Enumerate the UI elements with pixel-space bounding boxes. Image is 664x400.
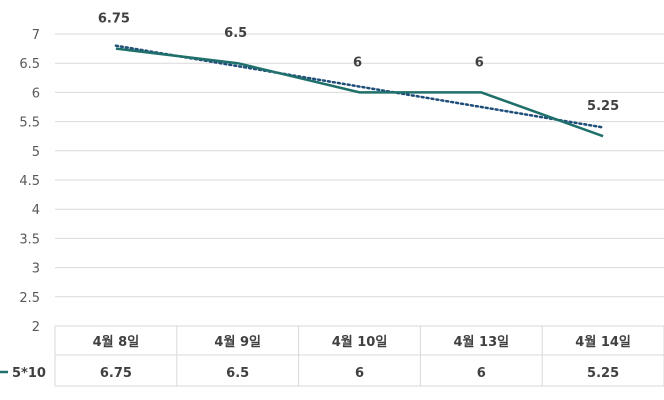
data-table-value: 6	[477, 366, 486, 381]
category-label: 4월 9일	[214, 334, 261, 350]
category-label: 4월 10일	[332, 334, 388, 350]
y-tick-label: 2.5	[19, 291, 40, 306]
series-line	[115, 47, 604, 138]
data-label: 6.5	[224, 26, 247, 41]
data-table-row-label: 5*10	[12, 366, 46, 381]
category-label: 4월 14일	[575, 334, 631, 350]
y-tick-label: 5	[32, 145, 40, 160]
data-label: 5.25	[587, 99, 619, 114]
data-table-value: 5.25	[587, 366, 619, 381]
y-tick-label: 6	[32, 86, 40, 101]
data-label: 6	[475, 55, 484, 70]
y-tick-label: 3.5	[19, 232, 40, 247]
data-table-value: 6.75	[100, 366, 132, 381]
y-tick-label: 4	[32, 203, 40, 218]
y-tick-label: 2	[32, 320, 40, 335]
y-tick-label: 7	[32, 28, 40, 43]
data-table-value: 6.5	[226, 366, 249, 381]
category-label: 4월 8일	[93, 334, 140, 350]
data-table-value: 6	[355, 366, 364, 381]
category-label: 4월 13일	[454, 334, 510, 350]
data-label: 6.75	[98, 12, 130, 27]
y-tick-label: 3	[32, 262, 40, 277]
y-tick-label: 4.5	[19, 174, 40, 189]
y-tick-label: 6.5	[19, 57, 40, 72]
y-tick-label: 5.5	[19, 116, 40, 131]
data-label: 6	[353, 55, 362, 70]
